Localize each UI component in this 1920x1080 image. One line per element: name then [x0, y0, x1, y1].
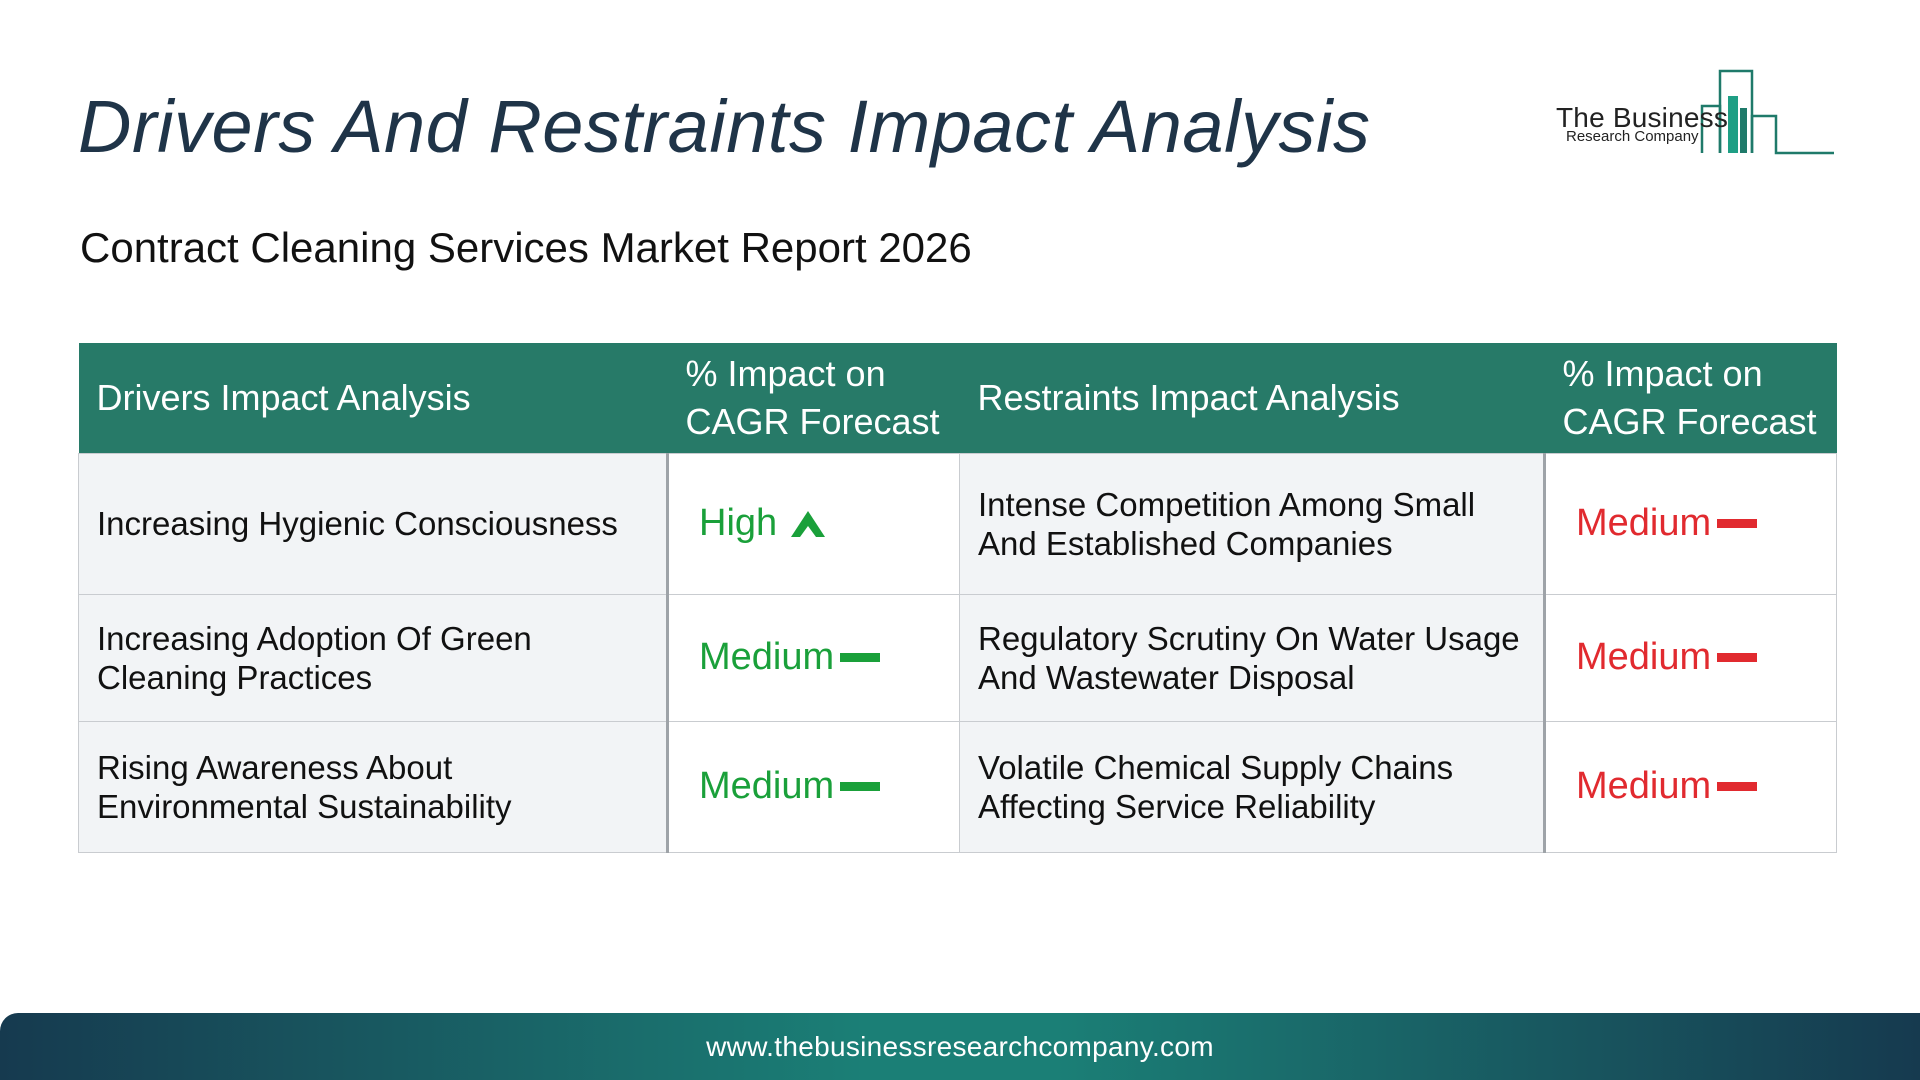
driver-impact-cell: Medium [666, 593, 960, 722]
driver-impact-label: Medium [699, 636, 835, 678]
logo-tagline: Research Company [1566, 128, 1699, 145]
header-restraints: Restraints Impact Analysis [959, 343, 1545, 453]
restraint-impact-cell: Medium [1543, 720, 1837, 853]
driver-impact: High [699, 504, 941, 543]
restraint-impact: Medium [1576, 638, 1818, 677]
dash-icon [1717, 653, 1758, 662]
driver-impact-cell: High [666, 452, 960, 595]
driver-impact-cell: Medium [666, 720, 960, 853]
table-row: Increasing Hygienic Consciousness High I… [78, 452, 1837, 595]
driver-cell: Rising Awareness About Environmental Sus… [78, 720, 668, 853]
driver-impact: Medium [699, 638, 941, 677]
impact-table: Drivers Impact Analysis % Impact on CAGR… [78, 343, 1837, 853]
footer-bar: www.thebusinessresearchcompany.com [0, 1013, 1920, 1080]
page-title: Drivers And Restraints Impact Analysis [78, 85, 1371, 168]
restraint-impact-cell: Medium [1543, 452, 1837, 595]
table-row: Increasing Adoption Of Green Cleaning Pr… [78, 593, 1837, 722]
footer-url-link[interactable]: www.thebusinessresearchcompany.com [706, 1030, 1214, 1062]
restraint-cell: Intense Competition Among Small And Esta… [959, 452, 1545, 595]
company-logo: The Business Research Company [1552, 66, 1836, 156]
driver-impact: Medium [699, 767, 941, 806]
restraint-impact-label: Medium [1576, 765, 1712, 807]
dash-icon [1717, 519, 1758, 528]
restraint-impact-label: Medium [1576, 636, 1712, 678]
restraint-impact-cell: Medium [1543, 593, 1837, 722]
restraint-impact: Medium [1576, 767, 1818, 806]
table-row: Rising Awareness About Environmental Sus… [78, 720, 1837, 853]
arrow-up-icon [791, 510, 826, 537]
dash-icon [840, 782, 881, 791]
driver-cell: Increasing Hygienic Consciousness [78, 452, 668, 595]
logo-name: The Business [1556, 102, 1729, 133]
header-restraints-impact: % Impact on CAGR Forecast [1544, 343, 1837, 453]
header-drivers: Drivers Impact Analysis [78, 343, 668, 453]
restraint-cell: Regulatory Scrutiny On Water Usage And W… [959, 593, 1545, 722]
restraint-impact-label: Medium [1576, 502, 1712, 544]
dash-icon [840, 653, 881, 662]
restraint-cell: Volatile Chemical Supply Chains Affectin… [959, 720, 1545, 853]
dash-icon [1717, 782, 1758, 791]
bar-chart-logo-icon [1700, 69, 1834, 155]
table-header-row: Drivers Impact Analysis % Impact on CAGR… [78, 343, 1837, 453]
driver-cell: Increasing Adoption Of Green Cleaning Pr… [78, 593, 668, 722]
restraint-impact: Medium [1576, 504, 1818, 543]
driver-impact-label: High [699, 502, 778, 544]
header-drivers-impact: % Impact on CAGR Forecast [667, 343, 960, 453]
driver-impact-label: Medium [699, 765, 835, 807]
report-subtitle: Contract Cleaning Services Market Report… [80, 224, 972, 271]
